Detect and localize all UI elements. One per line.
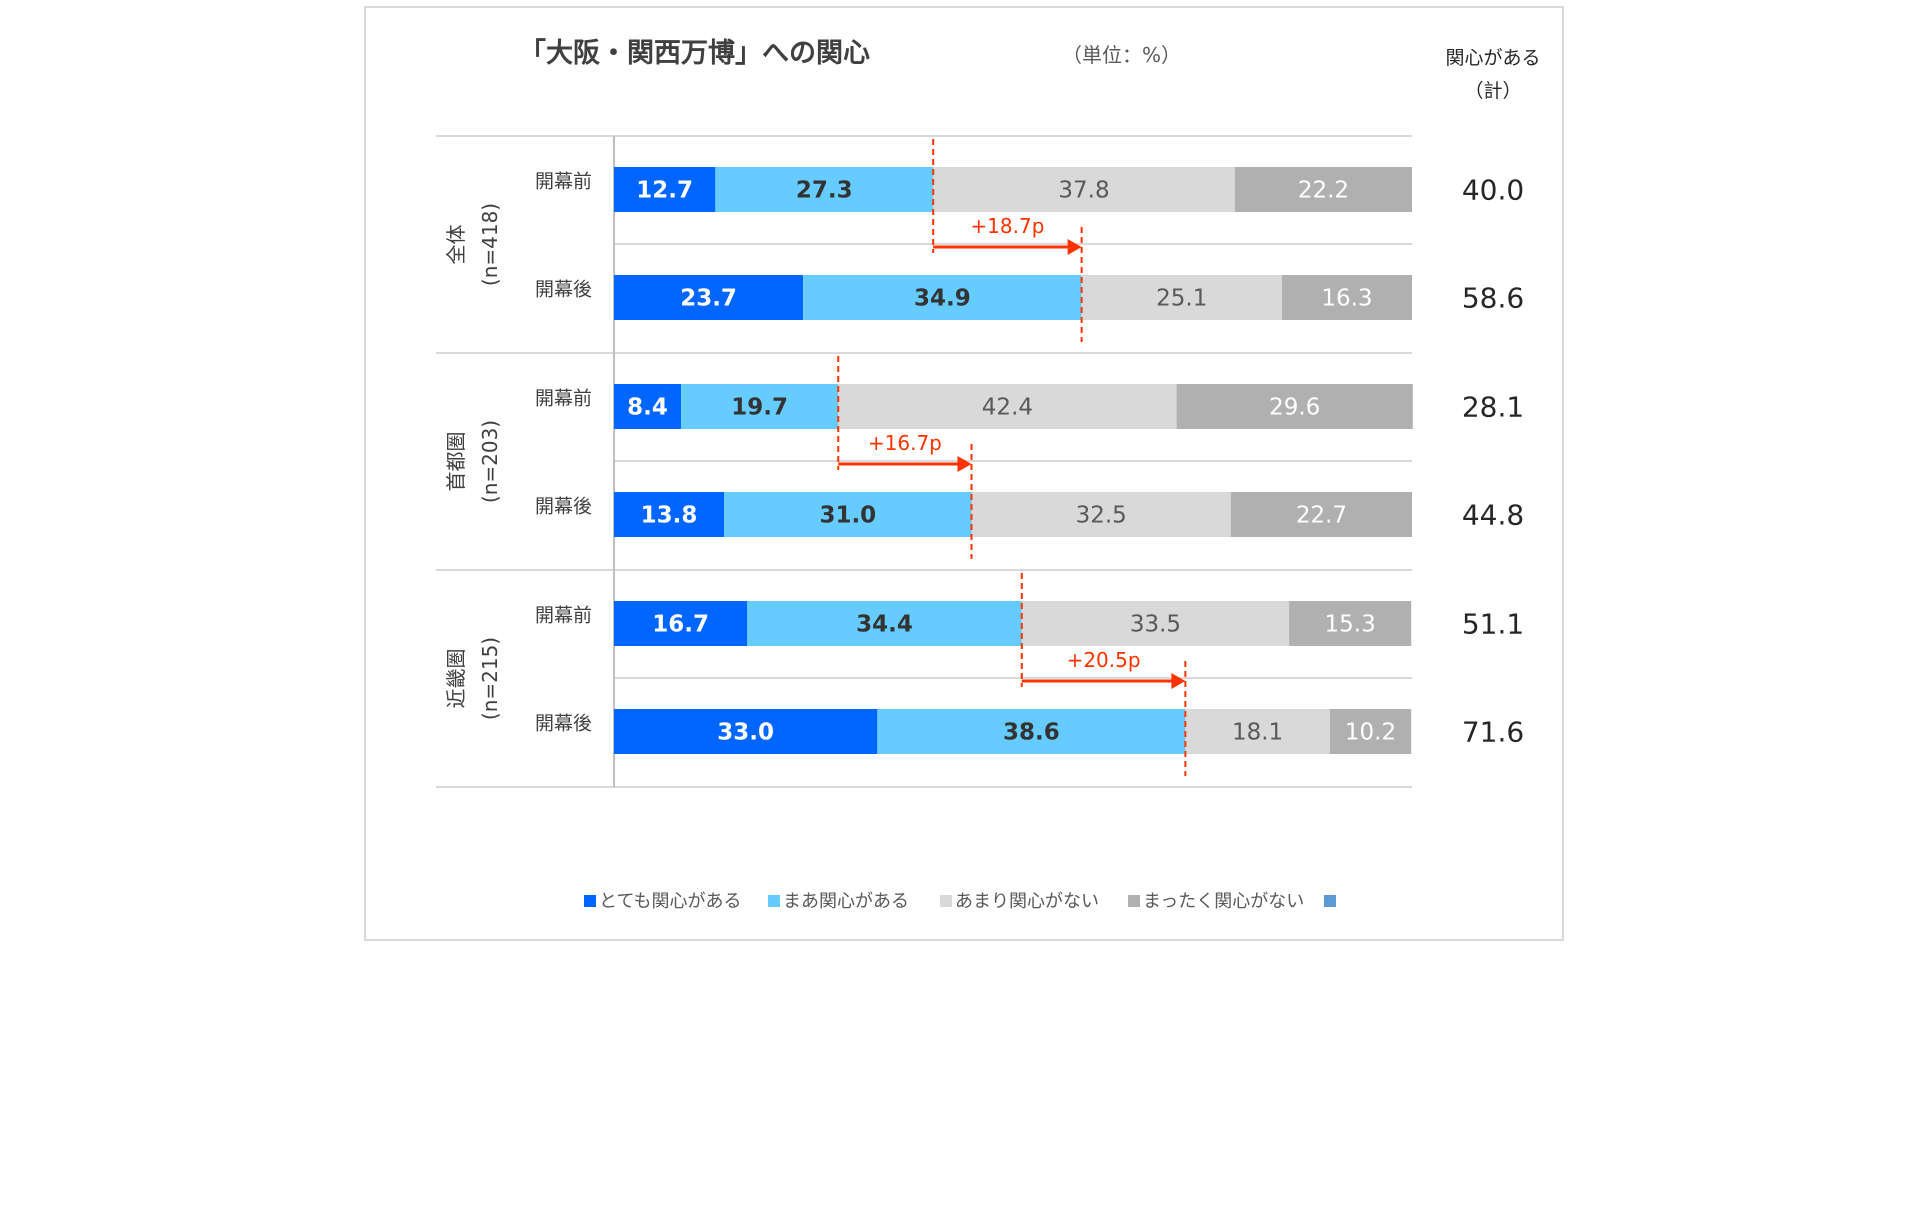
data-label: 34.9 — [914, 286, 971, 312]
bar-segment — [933, 167, 1235, 212]
group-label: 首都圏 — [444, 432, 468, 492]
data-label: 13.8 — [641, 503, 698, 529]
row-label: 開幕前 — [535, 388, 592, 410]
change-label: +16.7p — [868, 431, 942, 455]
data-label: 18.1 — [1232, 720, 1283, 746]
group-n-label: (n=203) — [478, 420, 502, 503]
data-label: 33.0 — [717, 720, 774, 746]
bar-segment — [724, 492, 972, 537]
row-label: 開幕後 — [535, 713, 592, 735]
bar-segment — [614, 167, 716, 212]
bar-segment — [1021, 601, 1290, 646]
data-label: 22.7 — [1296, 503, 1347, 529]
legend-swatch — [940, 895, 952, 907]
legend-swatch — [584, 895, 596, 907]
bar-segment — [614, 275, 804, 320]
legend-label: とても関心がある — [599, 891, 742, 912]
data-label: 29.6 — [1269, 395, 1320, 421]
row-label: 開幕後 — [535, 496, 592, 518]
change-arrow-head — [957, 456, 972, 472]
data-label: 8.4 — [627, 395, 668, 421]
total-header-line2: （計） — [1464, 80, 1521, 102]
data-label: 31.0 — [819, 503, 876, 529]
legend-swatch — [768, 895, 780, 907]
bar-segment — [614, 492, 725, 537]
change-label: +18.7p — [970, 214, 1044, 238]
legend-label: まあ関心がある — [783, 891, 909, 912]
data-label: 22.2 — [1298, 178, 1349, 204]
data-label: 12.7 — [636, 178, 693, 204]
data-label: 32.5 — [1076, 503, 1127, 529]
total-value: 51.1 — [1462, 608, 1524, 641]
legend-swatch — [1128, 895, 1140, 907]
bar-segment — [614, 601, 748, 646]
legend-label: あまり関心がない — [955, 891, 1099, 912]
bar-segment — [614, 384, 682, 429]
bar-segment — [838, 384, 1177, 429]
bar-segment — [614, 709, 878, 754]
chart-title: 「大阪・関西万博」への関心 — [519, 37, 870, 69]
data-label: 16.7 — [652, 612, 709, 638]
bar-segment — [971, 492, 1231, 537]
change-arrow-head — [1067, 239, 1082, 255]
total-value: 71.6 — [1462, 716, 1524, 749]
bar-segment — [1176, 384, 1413, 429]
data-label: 16.3 — [1321, 286, 1372, 312]
data-label: 25.1 — [1156, 286, 1207, 312]
row-label: 開幕前 — [535, 605, 592, 627]
bar-segment — [1281, 275, 1412, 320]
change-arrow-head — [1171, 673, 1186, 689]
unit-note: （単位：%） — [1062, 43, 1181, 67]
data-label: 19.7 — [731, 395, 788, 421]
bar-segment — [1234, 167, 1412, 212]
total-value: 40.0 — [1462, 174, 1524, 207]
data-label: 42.4 — [982, 395, 1033, 421]
bar-segment — [1289, 601, 1412, 646]
change-label: +20.5p — [1067, 648, 1141, 672]
data-label: 34.4 — [856, 612, 913, 638]
total-value: 44.8 — [1462, 499, 1524, 532]
group-label: 全体 — [444, 225, 468, 265]
total-value: 58.6 — [1462, 282, 1524, 315]
data-label: 27.3 — [796, 178, 853, 204]
legend-swatch — [1324, 895, 1336, 907]
total-header-line1: 関心がある — [1445, 47, 1540, 69]
bar-segment — [1329, 709, 1412, 754]
row-label: 開幕後 — [535, 279, 592, 301]
group-n-label: (n=215) — [478, 637, 502, 720]
chart-frame — [364, 6, 1564, 941]
data-label: 23.7 — [680, 286, 737, 312]
bar-segment — [803, 275, 1082, 320]
row-label: 開幕前 — [535, 171, 592, 193]
data-label: 15.3 — [1325, 612, 1376, 638]
bar-segment — [1230, 492, 1412, 537]
bar-segment — [681, 384, 839, 429]
bar-segment — [747, 601, 1022, 646]
bar-segment — [1081, 275, 1282, 320]
data-label: 37.8 — [1058, 178, 1109, 204]
group-label: 近畿圏 — [444, 649, 468, 709]
bar-segment — [1185, 709, 1330, 754]
data-label: 33.5 — [1130, 612, 1181, 638]
data-label: 10.2 — [1345, 720, 1396, 746]
total-value: 28.1 — [1462, 391, 1524, 424]
data-label: 38.6 — [1003, 720, 1060, 746]
legend-label: まったく関心がない — [1143, 891, 1304, 912]
group-n-label: (n=418) — [478, 203, 502, 286]
bar-segment — [715, 167, 934, 212]
bar-segment — [877, 709, 1186, 754]
